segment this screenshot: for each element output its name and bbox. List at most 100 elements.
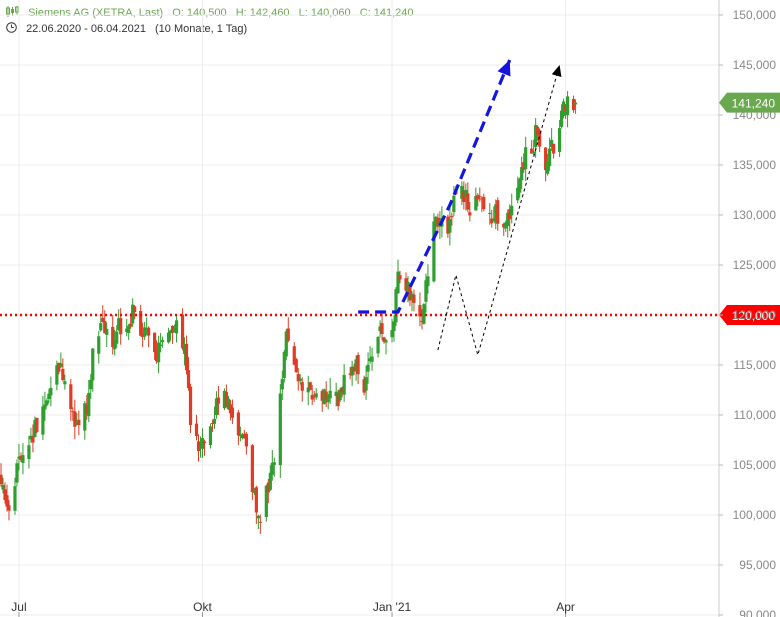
candle-up — [394, 289, 398, 323]
candle-down — [538, 130, 542, 147]
candle-up — [226, 398, 231, 410]
candle-up — [115, 331, 119, 344]
annotation-arrow-line-1 — [358, 59, 512, 314]
candle-up — [55, 365, 59, 385]
resistance-price-label: 120,000 — [732, 309, 776, 323]
annotation-arrow-head-1 — [497, 60, 511, 77]
candle-up — [174, 320, 179, 334]
candle-up — [410, 293, 414, 300]
x-tick-label: Jul — [11, 600, 26, 614]
candle-up — [17, 456, 21, 459]
candle-up — [212, 418, 217, 424]
annotation-arrow-line-2 — [437, 64, 561, 357]
candle-down — [478, 196, 482, 198]
x-tick-label: Apr — [556, 600, 575, 614]
y-tick-label: 110,000 — [734, 408, 777, 422]
candle-down — [404, 278, 408, 291]
candle-down — [228, 404, 233, 414]
candle-up — [47, 393, 51, 400]
candle-down — [530, 148, 534, 154]
candle-down — [292, 346, 296, 365]
candle-up — [474, 196, 478, 211]
candle-up — [157, 342, 161, 363]
candle-up — [182, 344, 187, 354]
candle-up — [214, 398, 219, 416]
candle-up — [506, 212, 510, 226]
candle-down — [224, 391, 229, 407]
candle-up — [49, 387, 53, 396]
candle-up — [59, 363, 63, 368]
candle-down — [266, 482, 270, 493]
candle-up — [160, 340, 165, 343]
candle-down — [57, 362, 61, 372]
candle-down — [502, 223, 506, 228]
candle-up — [278, 393, 282, 466]
clock-icon[interactable] — [6, 22, 20, 35]
resistance-price-badge — [719, 305, 780, 325]
candle-up — [422, 304, 426, 324]
y-tick-label: 100,000 — [733, 508, 777, 522]
candle-down — [236, 412, 241, 436]
candle-down — [35, 417, 39, 432]
candle-up — [534, 125, 538, 148]
candle-up — [342, 374, 346, 395]
candle-up — [91, 348, 95, 381]
candle-down — [571, 98, 576, 111]
candle-up — [573, 102, 578, 105]
candle-down — [71, 411, 75, 413]
candle-down — [153, 332, 157, 353]
candle-down — [382, 337, 386, 342]
candle-up — [532, 151, 536, 154]
candle-up — [145, 328, 149, 330]
candle-down — [19, 456, 23, 460]
candle-down — [563, 104, 568, 112]
candle-up — [125, 328, 129, 332]
candle-down — [194, 423, 199, 436]
candle-up — [43, 404, 47, 410]
x-tick-label: Jan '21 — [373, 600, 412, 614]
candle-up — [392, 321, 396, 331]
candle-series — [0, 91, 578, 534]
grid-lines — [0, 0, 719, 617]
candle-down — [348, 373, 352, 375]
candle-up — [270, 462, 274, 475]
y-tick-label: 150,000 — [733, 8, 777, 22]
candle-down — [420, 320, 424, 322]
candle-up — [29, 435, 33, 440]
candle-down — [522, 162, 526, 170]
candle-down — [77, 419, 81, 426]
candle-down — [0, 474, 3, 485]
candle-down — [73, 411, 77, 427]
x-tick-label: Okt — [193, 600, 212, 614]
y-tick-label: 145,000 — [733, 58, 777, 72]
candle-up — [172, 328, 177, 332]
candle-down — [476, 195, 480, 200]
candle-up — [492, 219, 496, 221]
candle-down — [170, 325, 175, 333]
y-tick-label: 130,000 — [733, 208, 777, 222]
candle-down — [508, 209, 512, 220]
candle-down — [7, 505, 11, 511]
candle-down — [196, 441, 201, 452]
candle-up — [378, 326, 382, 332]
annotation-arrow-head-2 — [551, 65, 562, 77]
candle-up — [15, 463, 19, 483]
drawing-annotations — [358, 59, 562, 357]
candle-down — [119, 318, 123, 335]
last-price-badge — [719, 92, 780, 113]
candle-up — [21, 455, 25, 463]
candle-down — [398, 275, 402, 280]
candle-up — [370, 356, 374, 362]
candle-down — [31, 436, 35, 443]
candle-up — [117, 318, 121, 331]
candle-up — [131, 304, 135, 324]
candle-down — [61, 368, 65, 381]
candle-down — [480, 198, 484, 200]
candle-down — [340, 387, 344, 393]
candle-down — [310, 394, 314, 400]
candle-down — [5, 495, 9, 507]
candle-up — [494, 204, 498, 224]
candle-up — [559, 110, 564, 127]
candle-down — [141, 333, 145, 338]
